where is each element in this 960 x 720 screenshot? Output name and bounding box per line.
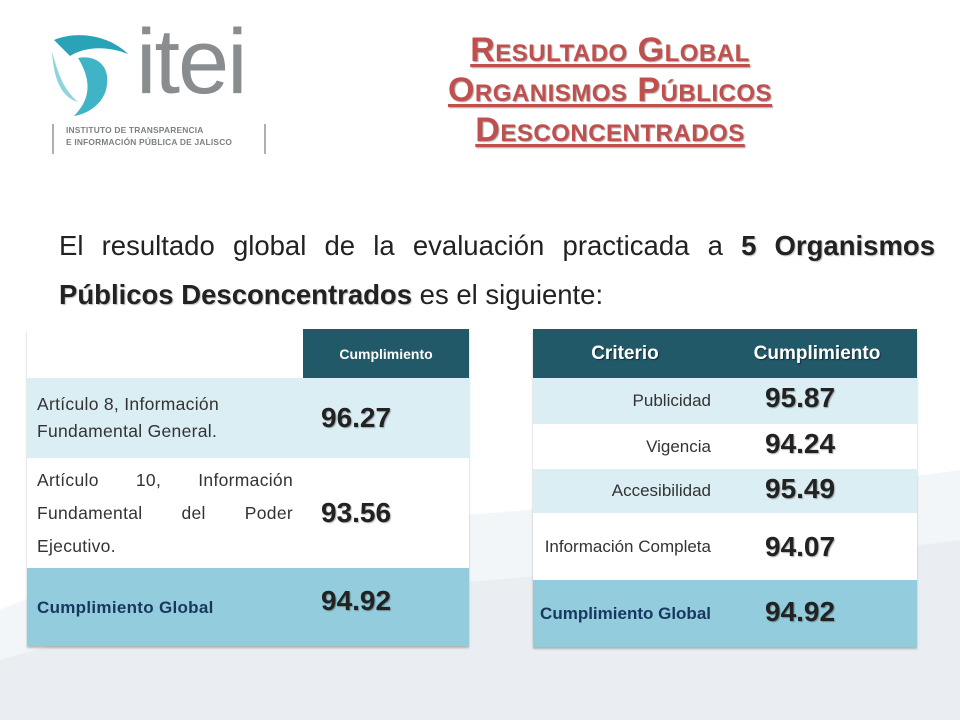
table-row-total: Cumplimiento Global 94.92 [27,568,469,646]
header-blank-cell [27,329,303,378]
logo-caption: INSTITUTO DE TRANSPARENCIA E INFORMACIÓN… [52,124,266,154]
table-row: Publicidad 95.87 [533,378,917,424]
table-row: Vigencia 94.24 [533,424,917,469]
row-label: Información Completa [533,513,717,580]
row-value: 93.56 [321,497,392,528]
header-criterio: Criterio [533,329,717,378]
logo-caption-line1: INSTITUTO DE TRANSPARENCIA [66,125,204,135]
row-value: 94.92 [321,585,392,616]
table-row: Artículo 10, Información Fundamental del… [27,458,469,568]
row-value: 96.27 [321,402,392,433]
table-row: Información Completa 94.07 [533,513,917,580]
logo-caption-line2: E INFORMACIÓN PÚBLICA DE JALISCO [66,137,233,147]
row-value: 95.49 [765,473,836,504]
header-cumplimiento: Cumplimiento [717,329,917,378]
row-label: Artículo 10, Información Fundamental del… [27,458,303,568]
row-value: 95.87 [765,382,836,413]
title-line1: Resultado Global [470,31,750,69]
intro-bold-text: 5 Organismos Públicos Desconcentrados [59,229,935,310]
row-label: Vigencia [533,424,717,469]
intro-text-before: El resultado global de la evaluación pra… [59,229,742,261]
table-row: Accesibilidad 95.49 [533,469,917,513]
articles-table: Cumplimiento Artículo 8, Información Fun… [27,329,469,646]
row-value: 94.07 [765,531,836,562]
criteria-table: Criterio Cumplimiento Publicidad 95.87 V… [533,329,917,647]
logo-wordmark: itei [136,11,248,113]
itei-logo-mark-icon [52,35,128,116]
row-value: 94.92 [765,596,836,627]
row-value: 94.24 [765,428,836,459]
intro-paragraph: El resultado global de la evaluación pra… [59,221,935,319]
page-title: Resultado Global Organismos Públicos Des… [380,30,840,150]
table-row: Artículo 8, Información Fundamental Gene… [27,378,469,458]
row-label: Publicidad [533,378,717,424]
table-row-total: Cumplimiento Global 94.92 [533,580,917,647]
row-label: Cumplimiento Global [533,580,717,647]
row-label: Cumplimiento Global [27,568,303,646]
row-label: Accesibilidad [533,469,717,513]
title-line3: Desconcentrados [475,111,745,149]
intro-text-after: es el siguiente: [412,278,604,310]
row-label: Artículo 8, Información Fundamental Gene… [27,378,303,458]
itei-logo: itei INSTITUTO DE TRANSPARENCIA E INFORM… [40,16,270,166]
header-cumplimiento: Cumplimiento [303,329,469,378]
title-line2: Organismos Públicos [447,71,773,109]
